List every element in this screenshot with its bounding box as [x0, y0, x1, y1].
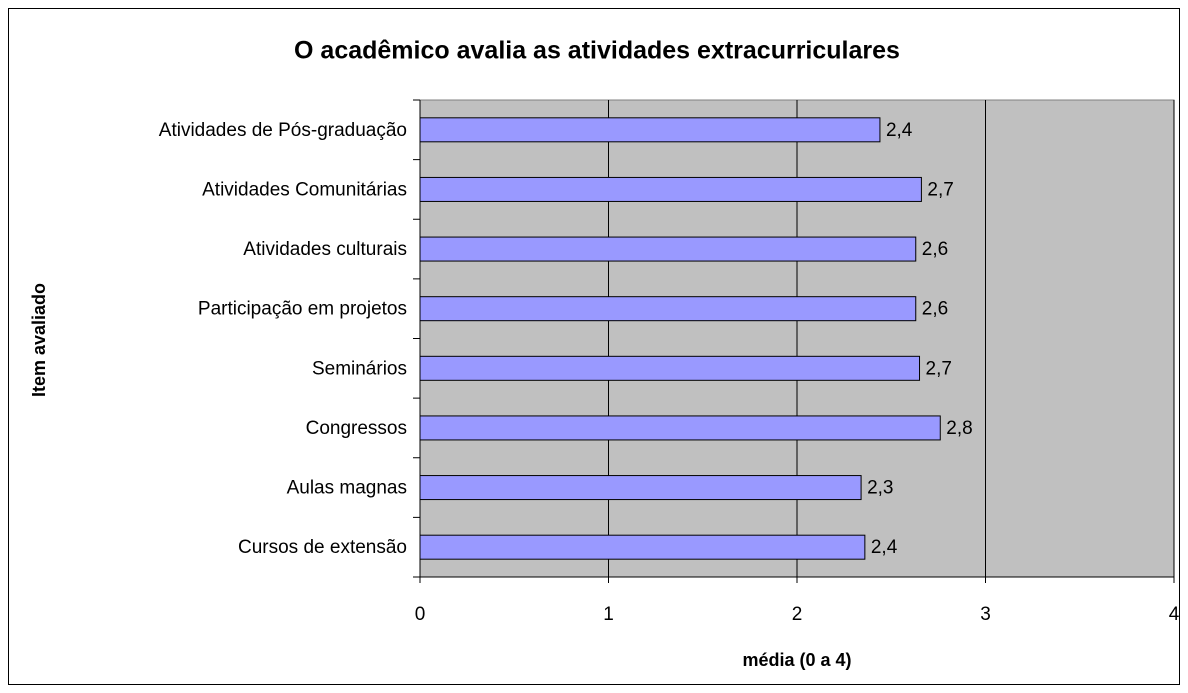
- y-tick-label: Seminários: [312, 358, 407, 379]
- x-tick-label: 1: [603, 604, 614, 625]
- bar: [419, 475, 862, 501]
- bar: [419, 534, 866, 560]
- value-label: 2,4: [871, 537, 898, 558]
- bar: [419, 176, 922, 202]
- bar: [419, 296, 917, 322]
- y-tick-label: Atividades de Pós-graduação: [159, 120, 407, 141]
- value-label: 2,7: [927, 179, 953, 200]
- bar: [419, 355, 921, 381]
- x-tick-label: 0: [415, 604, 426, 625]
- x-tick-label: 2: [792, 604, 803, 625]
- bar: [419, 236, 917, 262]
- value-label: 2,6: [922, 299, 948, 320]
- y-tick-label: Atividades culturais: [243, 239, 407, 260]
- y-tick-label: Congressos: [306, 418, 407, 439]
- value-label: 2,6: [922, 239, 948, 260]
- y-tick-label: Cursos de extensão: [238, 537, 407, 558]
- y-tick-label: Aulas magnas: [287, 478, 407, 499]
- chart-title: O acadêmico avalia as atividades extracu…: [294, 37, 900, 65]
- bar: [419, 415, 941, 441]
- y-tick-label: Atividades Comunitárias: [202, 179, 407, 200]
- value-label: 2,4: [886, 120, 913, 141]
- y-tick-label: Participação em projetos: [198, 299, 407, 320]
- value-label: 2,7: [926, 358, 952, 379]
- x-tick-label: 3: [980, 604, 991, 625]
- y-axis-label: Item avaliado: [29, 283, 49, 397]
- x-axis-label: média (0 a 4): [742, 650, 851, 670]
- value-label: 2,3: [867, 478, 893, 499]
- value-label: 2,8: [946, 418, 972, 439]
- x-tick-label: 4: [1169, 604, 1180, 625]
- bar: [419, 117, 881, 143]
